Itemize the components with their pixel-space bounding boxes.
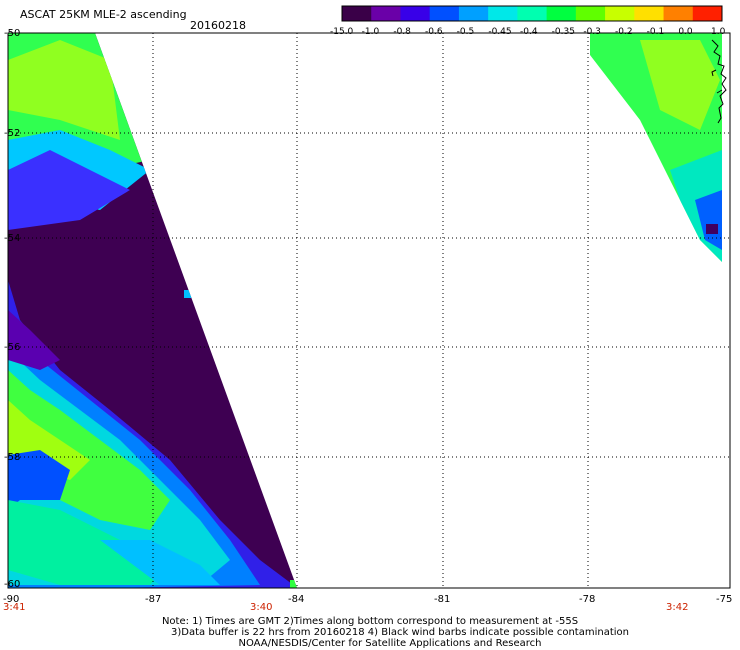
colorbar-label: -0.4 xyxy=(520,27,538,37)
colorbar-label: -0.45 xyxy=(488,27,512,37)
product-title: ASCAT 25KM MLE-2 ascending xyxy=(20,8,187,21)
lon-label: -81 xyxy=(434,594,451,605)
colorbar-segment xyxy=(458,6,489,21)
colorbar-label: 0.0 xyxy=(678,27,693,37)
lat-label: -52 xyxy=(4,128,21,139)
right-swath xyxy=(590,33,722,262)
colorbar-segment xyxy=(517,6,548,21)
product-date: 20160218 xyxy=(190,19,246,32)
lat-label: -58 xyxy=(4,452,21,463)
colorbar-label: -0.3 xyxy=(583,27,601,37)
colorbar-label: 1.0 xyxy=(711,27,726,37)
lat-label: -56 xyxy=(4,342,21,353)
lat-label: -50 xyxy=(4,28,21,39)
time-label: 3:42 xyxy=(666,602,689,613)
colorbar-segment xyxy=(488,6,518,21)
lon-label: -87 xyxy=(145,594,162,605)
coastline xyxy=(711,39,727,124)
lat-label: -54 xyxy=(4,233,21,244)
colorbar-segment xyxy=(400,6,431,21)
left-swath xyxy=(8,33,297,588)
colorbar-segment xyxy=(605,6,635,21)
colorbar-label: -0.5 xyxy=(456,27,475,37)
colorbar xyxy=(341,5,723,22)
colorbar-segment xyxy=(575,6,606,21)
colorbar-label: -0.8 xyxy=(393,27,411,37)
lat-label: -60 xyxy=(4,579,21,590)
graticule xyxy=(8,33,730,588)
colorbar-label: -1.0 xyxy=(361,27,380,37)
colorbar-label: -0.35 xyxy=(551,27,575,37)
note-line-3: NOAA/NESDIS/Center for Satellite Applica… xyxy=(238,638,542,649)
colorbar-segment xyxy=(634,6,665,21)
note-line-2: 3)Data buffer is 22 hrs from 20160218 4)… xyxy=(171,627,629,638)
time-label: 3:41 xyxy=(3,602,26,613)
map-frame xyxy=(7,32,731,589)
colorbar-segment xyxy=(663,6,694,21)
note-line-1: Note: 1) Times are GMT 2)Times along bot… xyxy=(161,616,579,627)
lon-label: -75 xyxy=(716,594,733,605)
colorbar-segment xyxy=(692,6,723,21)
colorbar-label: -0.6 xyxy=(425,27,443,37)
colorbar-segment xyxy=(371,6,401,21)
time-label: 3:40 xyxy=(250,602,273,613)
lon-label: -84 xyxy=(288,594,305,605)
colorbar-label: -0.2 xyxy=(615,27,633,37)
colorbar-label: -15.0 xyxy=(330,27,354,37)
colorbar-segment xyxy=(546,6,577,21)
colorbar-frame xyxy=(341,5,723,22)
colorbar-label: -0.1 xyxy=(646,27,665,37)
lon-label: -90 xyxy=(3,594,20,605)
lon-label: -78 xyxy=(579,594,596,605)
colorbar-segment xyxy=(429,6,460,21)
colorbar-segment xyxy=(342,6,372,21)
